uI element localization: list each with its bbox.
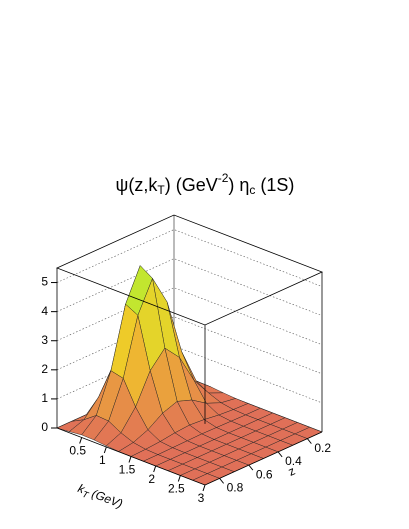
y-axis-label: z bbox=[286, 464, 297, 479]
z-tick-label: 1 bbox=[41, 391, 48, 405]
grid-line bbox=[56, 287, 323, 346]
chart-title: ψ(z,kT) (GeV-2) ηc (1S) bbox=[116, 171, 295, 197]
y-tick bbox=[306, 438, 312, 444]
title-part: ψ(z,k bbox=[116, 175, 159, 195]
x-tick-label: 3 bbox=[198, 491, 205, 505]
z-tick-label: 2 bbox=[41, 362, 48, 376]
x-tick bbox=[79, 437, 83, 444]
title-part: T bbox=[157, 183, 165, 197]
x-label-part: k bbox=[76, 481, 88, 497]
x-tick bbox=[128, 456, 132, 463]
y-tick bbox=[277, 451, 283, 458]
x-tick-label: 2 bbox=[148, 472, 155, 486]
x-tick bbox=[153, 465, 157, 473]
y-tick bbox=[219, 478, 225, 484]
x-tick-label: 1.5 bbox=[119, 463, 136, 477]
grid-line bbox=[56, 229, 323, 287]
title-part: -2 bbox=[218, 171, 229, 185]
x-label-part: T bbox=[81, 489, 91, 501]
y-tick-label: 0.2 bbox=[314, 441, 331, 455]
grid-line bbox=[56, 345, 323, 404]
x-label-part: (GeV) bbox=[87, 485, 125, 511]
title-part: c bbox=[249, 183, 255, 197]
y-tick-label: 0.8 bbox=[227, 481, 244, 495]
grid-line bbox=[56, 258, 323, 316]
x-tick-label: 1 bbox=[99, 453, 106, 467]
grid-line bbox=[56, 316, 323, 375]
z-tick-label: 4 bbox=[41, 304, 48, 318]
box-top bbox=[55, 214, 324, 326]
y-tick-label: 0.6 bbox=[256, 467, 273, 481]
title-part: (1S) bbox=[255, 175, 294, 195]
x-tick-label: 2.5 bbox=[168, 482, 185, 496]
title-part: ) (GeV bbox=[165, 175, 218, 195]
y-axis-line bbox=[204, 431, 323, 486]
title-part: ) η bbox=[228, 175, 249, 195]
z-tick-label: 3 bbox=[41, 333, 48, 347]
x-tick bbox=[177, 475, 181, 482]
z-tick-label: 5 bbox=[41, 275, 48, 289]
x-axis-label: kT (GeV) bbox=[75, 481, 125, 513]
z-tick-label: 0 bbox=[41, 420, 48, 434]
x-tick bbox=[202, 484, 206, 492]
x-tick-label: 0.5 bbox=[69, 444, 86, 458]
x-tick bbox=[103, 446, 107, 454]
y-tick-label: 0.4 bbox=[285, 454, 302, 468]
y-tick bbox=[248, 464, 254, 471]
